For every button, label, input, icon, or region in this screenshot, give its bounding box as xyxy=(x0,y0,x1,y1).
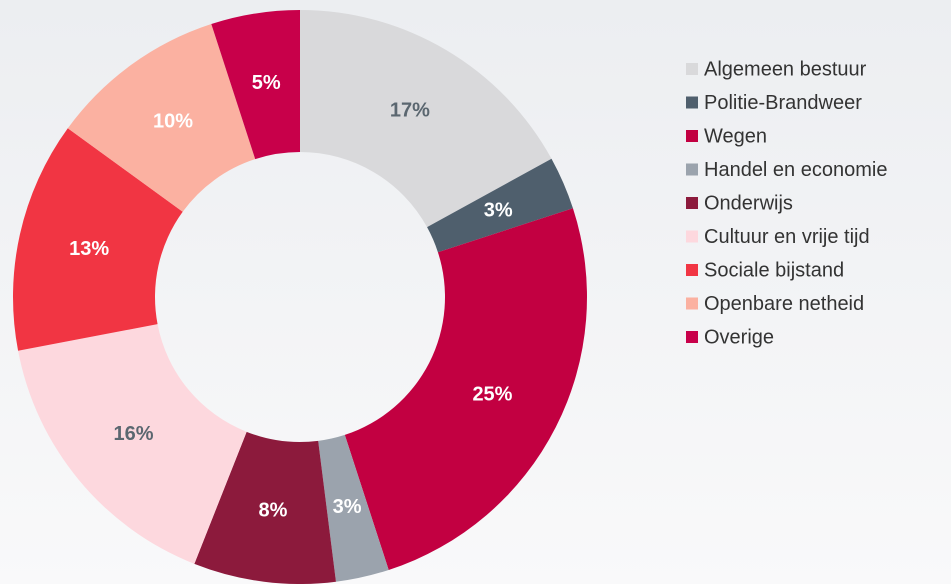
donut-slice xyxy=(13,128,183,351)
donut-slice xyxy=(300,10,552,228)
donut-slice xyxy=(67,24,256,212)
data-label: 17% xyxy=(390,99,430,121)
data-label: 5% xyxy=(252,72,281,94)
donut-slice xyxy=(427,158,573,253)
donut-slice xyxy=(344,208,588,570)
legend-swatch xyxy=(686,331,698,343)
legend-swatch xyxy=(686,130,698,142)
legend-label: Cultuur en vrije tijd xyxy=(704,226,870,248)
legend-label: Handel en economie xyxy=(704,159,887,181)
legend-swatch xyxy=(686,63,698,75)
legend-label: Onderwijs xyxy=(704,192,793,214)
legend-swatch xyxy=(686,297,698,310)
legend-swatch xyxy=(686,96,698,109)
data-label: 3% xyxy=(484,199,513,221)
data-label: 8% xyxy=(258,500,287,522)
legend-swatch xyxy=(686,264,698,276)
data-label: 25% xyxy=(472,383,512,405)
donut-slice xyxy=(18,324,247,564)
legend-label: Sociale bijstand xyxy=(704,259,844,281)
legend-swatch xyxy=(686,163,698,176)
data-label: 3% xyxy=(333,496,362,518)
donut-slice xyxy=(194,431,336,584)
legend-swatch xyxy=(686,197,698,209)
donut-slice xyxy=(211,10,300,160)
legend-label: Politie-Brandweer xyxy=(704,92,862,114)
legend-label: Openbare netheid xyxy=(704,293,864,315)
donut-slice xyxy=(318,434,389,582)
legend-label: Algemeen bestuur xyxy=(704,58,867,80)
legend-label: Wegen xyxy=(704,125,767,147)
data-label: 13% xyxy=(69,238,109,260)
data-label: 16% xyxy=(114,423,154,445)
legend-label: Overige xyxy=(704,326,774,348)
data-label: 10% xyxy=(153,111,193,133)
legend-swatch xyxy=(686,230,698,243)
